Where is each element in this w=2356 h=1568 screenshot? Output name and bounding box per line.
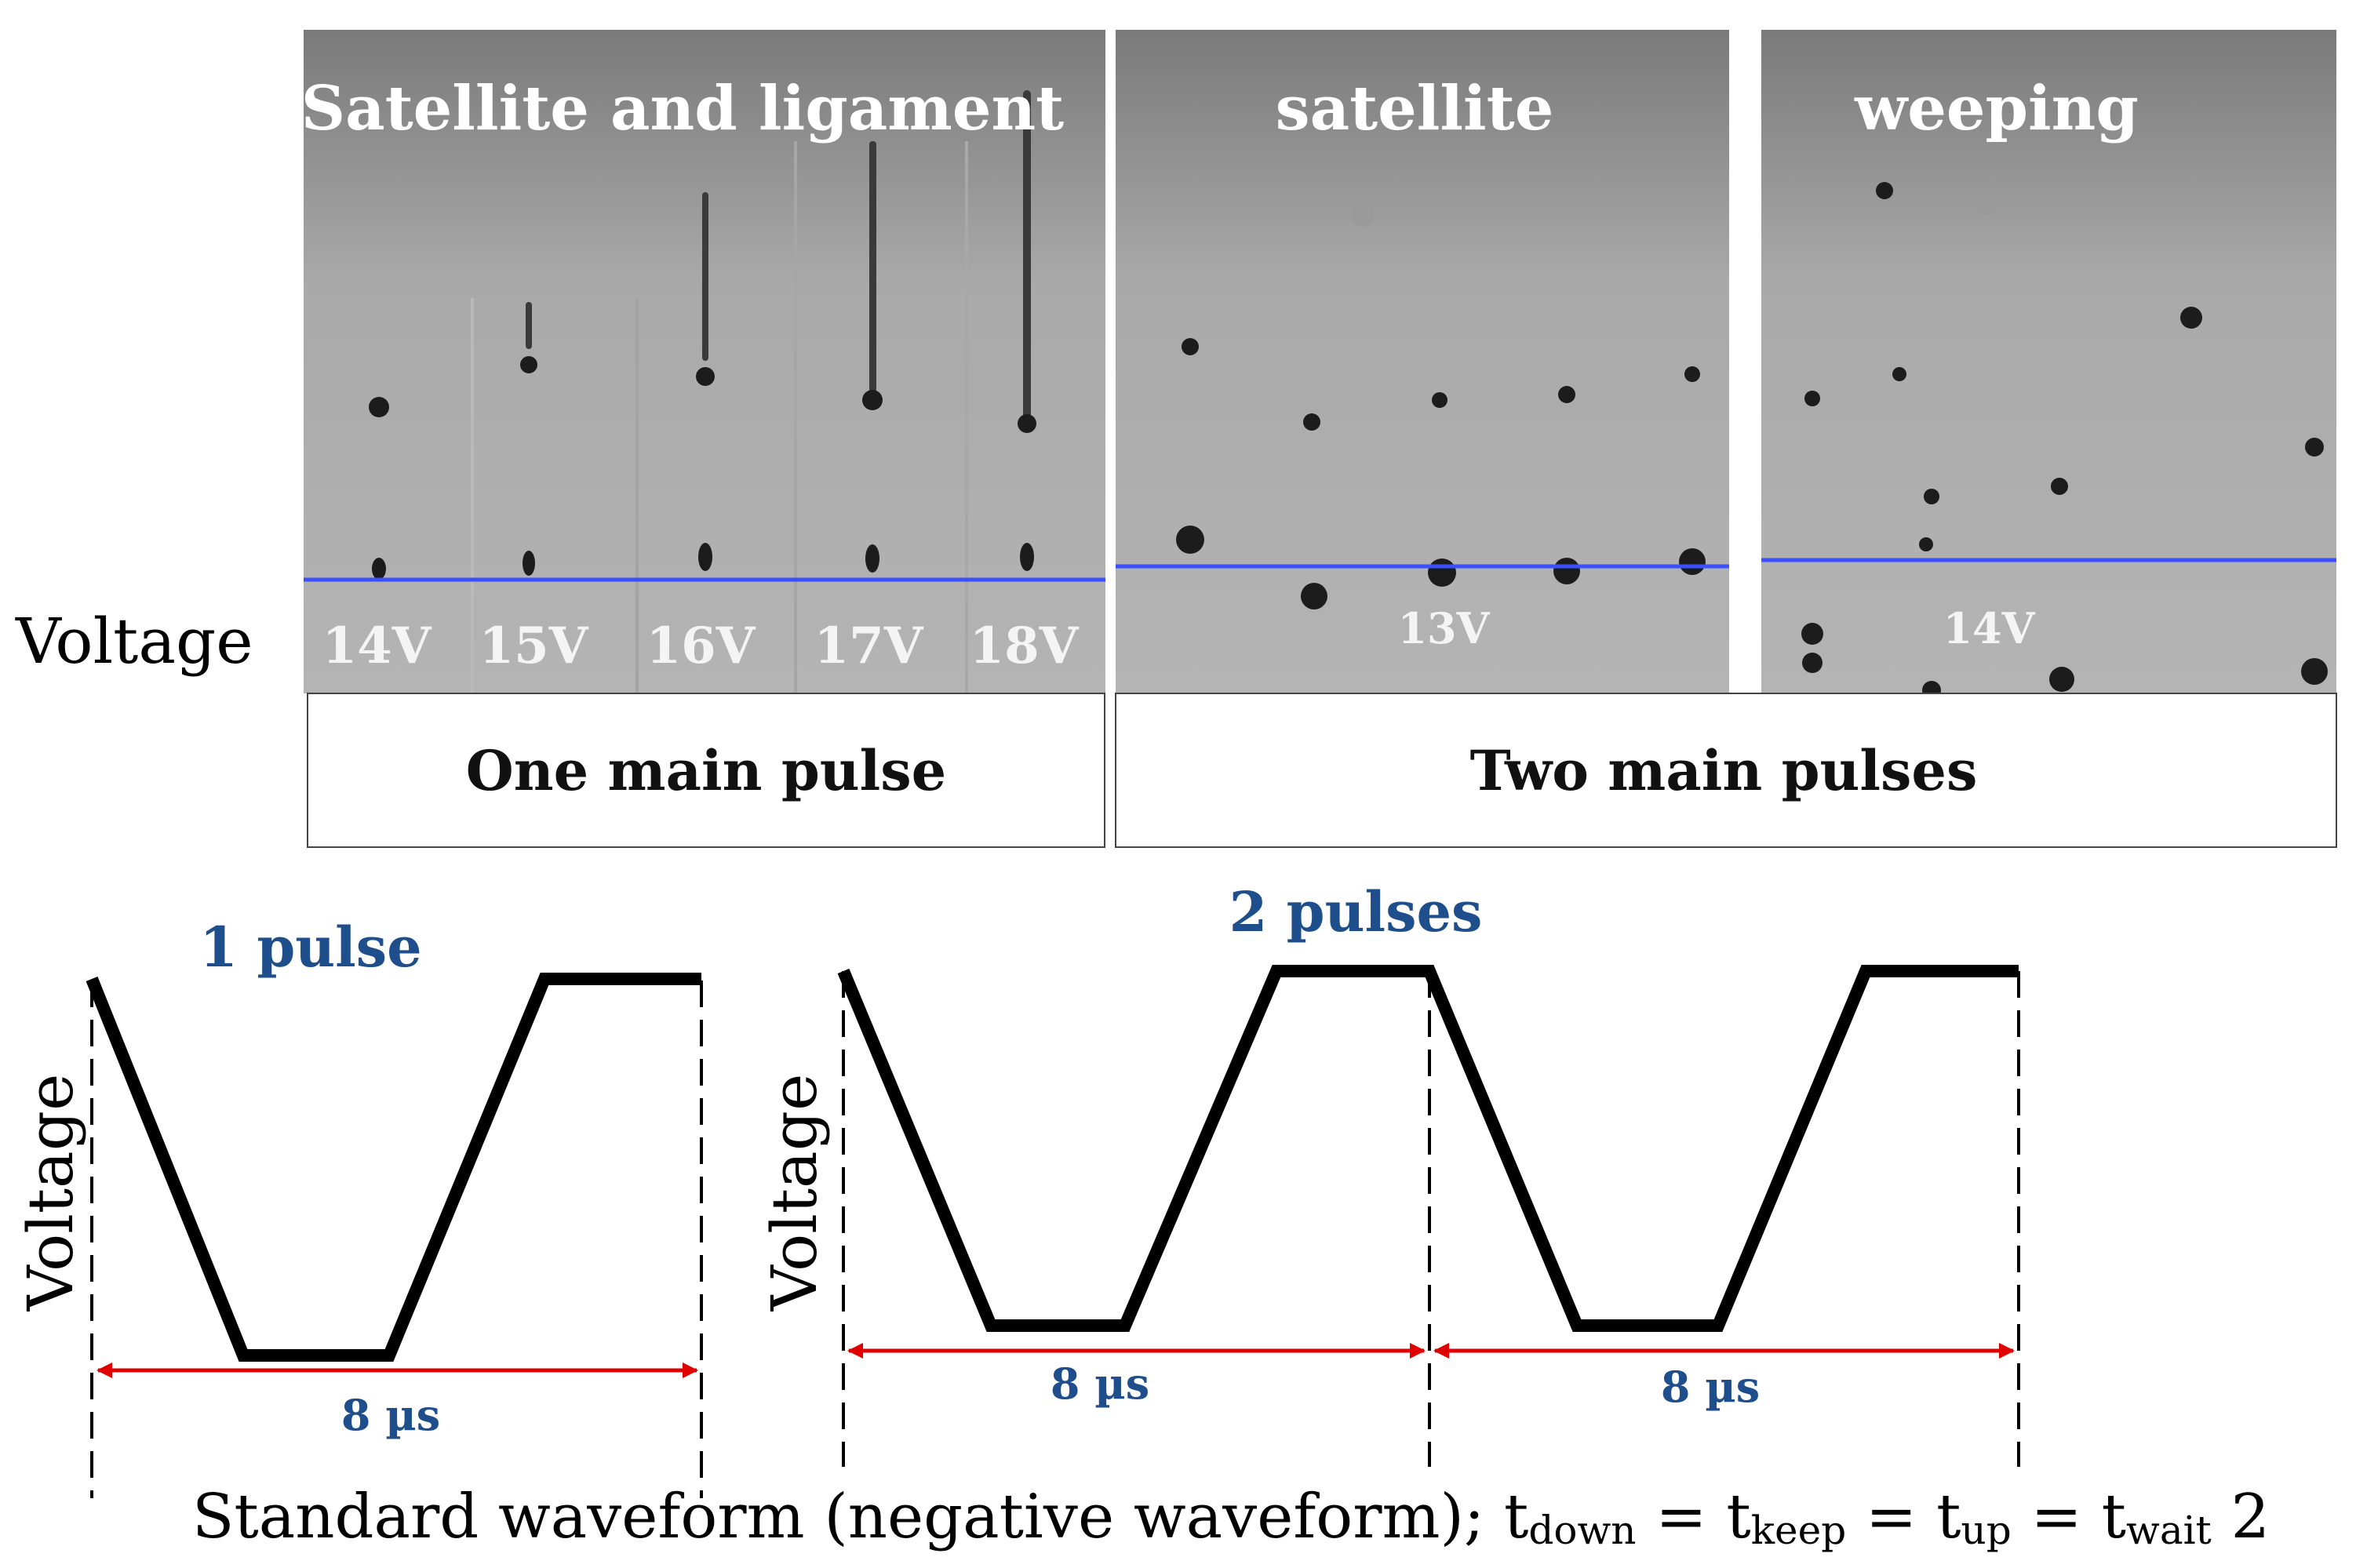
- waveform-one-trace: [86, 973, 701, 1362]
- voltage-label: 16V: [646, 617, 756, 675]
- caption-sub-wait: wait: [2126, 1508, 2212, 1553]
- faint-droplet: [1977, 196, 1996, 215]
- voltage-label: 13V: [1397, 603, 1490, 653]
- droplet: [1802, 653, 1823, 673]
- strip-divider: [471, 298, 474, 693]
- droplet: [1020, 543, 1034, 571]
- caption-sub-down: down: [1528, 1508, 1636, 1553]
- droplet: [520, 356, 537, 373]
- droplet: [1176, 526, 1204, 554]
- caption: Standard waveform (negative waveform); t…: [192, 1482, 2270, 1553]
- caption-eq: = t: [1846, 1482, 1961, 1552]
- voltage-label: 14V: [1943, 603, 2035, 653]
- photo-title-middle: satellite: [1276, 73, 1554, 144]
- waveform-two-trace: [837, 965, 2019, 1332]
- droplet: [1182, 338, 1199, 355]
- faint-droplet: [1352, 205, 1374, 227]
- droplet: [1892, 367, 1906, 381]
- duration-label: 8 µs: [341, 1390, 440, 1440]
- droplet: [2051, 478, 2068, 495]
- photo-middle-background: [1116, 30, 1729, 693]
- ligament: [1023, 90, 1031, 420]
- caption-tail: 2: [2212, 1482, 2270, 1552]
- droplet: [862, 390, 883, 410]
- ligament: [526, 302, 532, 349]
- droplet: [1876, 182, 1893, 199]
- voltage-label: 18V: [970, 617, 1080, 675]
- droplet: [2301, 658, 2328, 685]
- label-box-left: [307, 693, 1105, 848]
- droplet: [1301, 583, 1327, 609]
- strip-divider: [794, 141, 797, 693]
- droplet: [698, 543, 712, 571]
- duration-label: 8 µs: [1051, 1359, 1149, 1409]
- caption-eq: = t: [2012, 1482, 2126, 1552]
- photo-title-right: weeping: [1854, 73, 2139, 144]
- label-two-main-pulses: Two main pulses: [1470, 738, 1978, 803]
- caption-eq: = t: [1636, 1482, 1750, 1552]
- droplet: [1801, 623, 1823, 645]
- waveform-two-pulses: 2 pulses Voltage 8 µs 8 µs: [758, 879, 2020, 1467]
- label-one-main-pulse: One main pulse: [466, 738, 946, 803]
- droplet: [1432, 392, 1447, 408]
- voltage-label: 14V: [322, 617, 432, 675]
- ligament: [869, 141, 876, 392]
- voltage-label: 17V: [814, 617, 924, 675]
- ligament: [702, 192, 708, 361]
- droplet: [865, 544, 879, 573]
- photo-right-background: [1761, 30, 2336, 693]
- droplet: [1804, 391, 1820, 406]
- duration-label: 8 µs: [1661, 1362, 1760, 1412]
- waveform-two-title: 2 pulses: [1229, 879, 1483, 944]
- droplet: [372, 558, 386, 580]
- photo-panel-right: weeping 14V: [1761, 30, 2336, 700]
- droplet: [1558, 386, 1575, 403]
- caption-sub-up: up: [1961, 1508, 2012, 1553]
- droplet: [1303, 413, 1320, 431]
- photo-panel-left: Satellite and ligament 14V 15V 16V 17V 1…: [301, 30, 1105, 693]
- droplet: [1919, 537, 1933, 551]
- droplet: [1924, 489, 1939, 504]
- strip-divider: [965, 141, 968, 693]
- droplet: [2049, 667, 2074, 692]
- droplet: [1684, 366, 1700, 382]
- waveform-two-axis-label: Voltage: [758, 1074, 831, 1312]
- photo-title-left: Satellite and ligament: [301, 73, 1064, 144]
- label-box-right: [1115, 693, 2337, 848]
- voltage-row-label: Voltage: [15, 605, 253, 678]
- caption-main: Standard waveform (negative waveform); t: [192, 1482, 1528, 1552]
- droplet: [2180, 307, 2202, 329]
- caption-sub-keep: keep: [1751, 1508, 1846, 1553]
- droplet: [1428, 558, 1456, 587]
- droplet: [696, 367, 715, 386]
- droplet: [2305, 438, 2324, 457]
- droplet: [1553, 558, 1580, 584]
- photo-left-background: [304, 30, 1105, 693]
- waveform-one-axis-label: Voltage: [14, 1074, 87, 1312]
- voltage-label: 15V: [479, 617, 589, 675]
- photo-panel-middle: satellite 13V: [1116, 30, 1729, 693]
- droplet: [1679, 548, 1706, 575]
- waveform-one-title: 1 pulse: [199, 915, 421, 980]
- strip-divider: [635, 298, 639, 693]
- droplet: [523, 551, 535, 576]
- droplet: [1018, 414, 1036, 433]
- droplet: [369, 397, 389, 417]
- waveform-one-pulse: 1 pulse Voltage 8 µs: [14, 915, 703, 1498]
